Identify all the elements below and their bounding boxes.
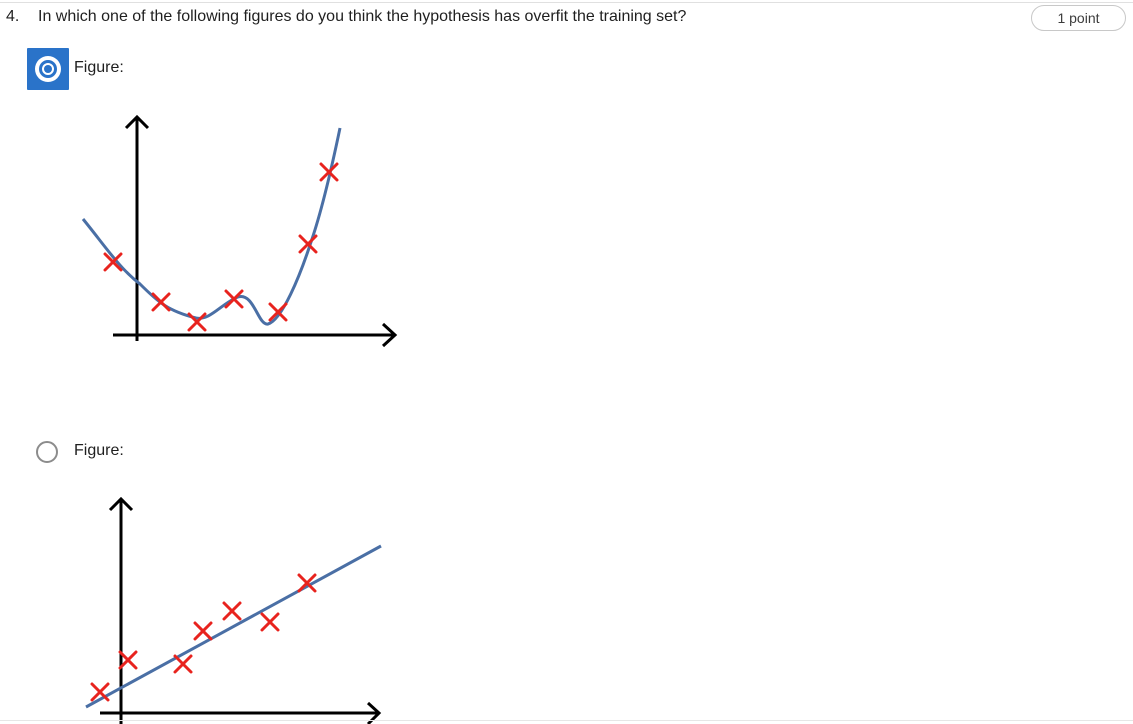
training-point (298, 234, 318, 254)
hypothesis-line (85, 544, 382, 709)
bottom-divider (0, 720, 1133, 721)
training-point (90, 682, 110, 702)
training-point (268, 302, 288, 322)
training-markers (103, 162, 339, 332)
training-point (260, 612, 280, 632)
training-point (222, 601, 242, 621)
radio-button-selected[interactable] (27, 48, 69, 90)
hypothesis-curve (81, 127, 342, 326)
y-axis-arrow-icon (124, 114, 150, 130)
radio-ring (35, 56, 61, 82)
top-divider (0, 2, 1133, 3)
option-label: Figure: (74, 442, 124, 459)
training-point (103, 252, 123, 272)
training-point (224, 289, 244, 309)
question-text: In which one of the following figures do… (38, 8, 687, 25)
training-point (173, 654, 193, 674)
training-point (193, 621, 213, 641)
overfit-figure (81, 114, 398, 348)
training-markers (90, 573, 317, 702)
training-point (297, 573, 317, 593)
training-point (187, 312, 207, 332)
y-axis-arrow-icon (108, 496, 134, 512)
linear-fit-figure (85, 496, 382, 724)
option-label: Figure: (74, 59, 124, 76)
points-badge: 1 point (1031, 5, 1126, 31)
x-axis-arrow-icon (381, 322, 398, 348)
training-point (118, 650, 138, 670)
answer-option-1[interactable]: Figure: (0, 46, 420, 366)
training-point (151, 292, 171, 312)
training-point (319, 162, 339, 182)
question-number: 4. (6, 8, 20, 25)
radio-selected-icon (39, 60, 57, 78)
radio-button[interactable] (36, 441, 58, 463)
answer-option-2[interactable]: Figure: (0, 436, 420, 724)
